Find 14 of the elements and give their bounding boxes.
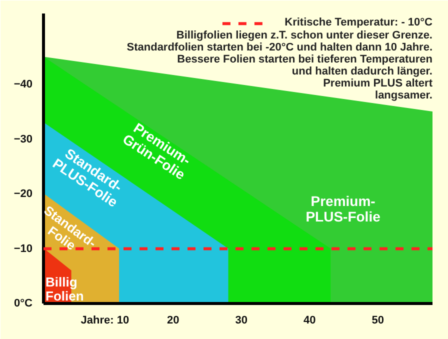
- x-tick-label: Jahre: 10: [80, 314, 130, 326]
- series-label: Premium- PLUS-Folie: [306, 193, 381, 224]
- y-tick-label: −40: [14, 78, 33, 91]
- y-tick-label: 0°C: [14, 298, 33, 310]
- x-tick-label: 50: [372, 314, 384, 326]
- y-tick-label: −30: [14, 133, 33, 146]
- legend-label: Kritische Temperatur: - 10°C: [284, 16, 433, 28]
- annotation: Billigfolien liegen z.T. schon unter dieser Grenze. Standardfolien starten bei -20°C und halten dann 10 Jahre. Bessere Folien starten bei tieferen Temperaturen und halten dadurch länger. Premium PLUS altert langsamer.: [126, 30, 433, 102]
- series-label: Billig Folien: [46, 274, 84, 304]
- y-tick-label: −20: [14, 188, 33, 200]
- x-tick-label: 40: [304, 314, 316, 326]
- x-tick-label: 20: [167, 314, 180, 326]
- x-tick-label: 30: [235, 314, 248, 326]
- y-tick-label: −10: [14, 242, 33, 255]
